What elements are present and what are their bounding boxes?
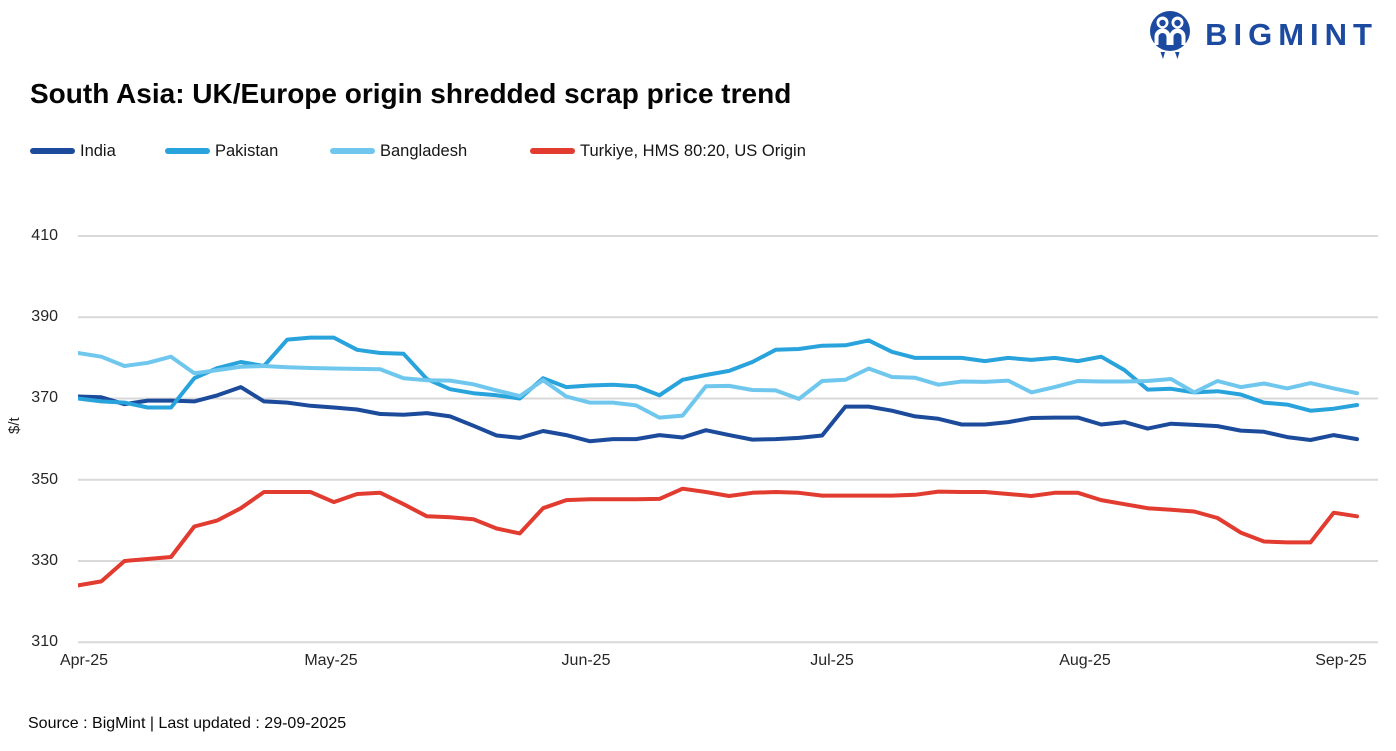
x-tick-jun: Jun-25	[561, 652, 611, 669]
legend-item-turkiye: Turkiye, HMS 80:20, US Origin	[530, 141, 806, 161]
legend-item-pakistan: Pakistan	[165, 141, 278, 161]
legend-item-bangladesh: Bangladesh	[330, 141, 467, 161]
plot-area	[76, 228, 1378, 648]
chart-legend: India Pakistan Bangladesh Turkiye, HMS 8…	[0, 141, 1396, 163]
legend-item-india: India	[30, 141, 116, 161]
y-tick-350: 350	[31, 471, 58, 488]
legend-swatch-pakistan	[165, 148, 210, 154]
legend-label-india: India	[80, 141, 116, 160]
legend-label-turkiye: Turkiye, HMS 80:20, US Origin	[580, 141, 806, 160]
legend-swatch-india	[30, 148, 75, 154]
x-tick-jul: Jul-25	[810, 652, 854, 669]
source-note: Source : BigMint | Last updated : 29-09-…	[28, 715, 347, 732]
bigmint-logo-icon	[1150, 11, 1191, 59]
legend-swatch-turkiye	[530, 148, 575, 154]
bigmint-logo: BIGMINT	[1145, 8, 1378, 62]
x-tick-apr: Apr-25	[59, 652, 109, 669]
y-tick-310: 310	[31, 633, 58, 650]
chart-title: South Asia: UK/Europe origin shredded sc…	[30, 78, 792, 109]
bigmint-logo-text: BIGMINT	[1205, 17, 1378, 52]
y-axis-title: $/t	[6, 417, 23, 434]
legend-label-bangladesh: Bangladesh	[380, 141, 468, 160]
x-tick-aug: Aug-25	[1059, 652, 1111, 669]
y-tick-410: 410	[31, 227, 58, 244]
legend-label-pakistan: Pakistan	[215, 141, 279, 160]
x-tick-may: May-25	[304, 652, 358, 669]
x-tick-sep: Sep-25	[1315, 652, 1367, 669]
legend-swatch-bangladesh	[330, 148, 375, 154]
chart-svg	[76, 235, 1378, 644]
y-tick-390: 390	[31, 308, 58, 325]
y-tick-330: 330	[31, 552, 58, 569]
y-tick-370: 370	[31, 389, 58, 406]
